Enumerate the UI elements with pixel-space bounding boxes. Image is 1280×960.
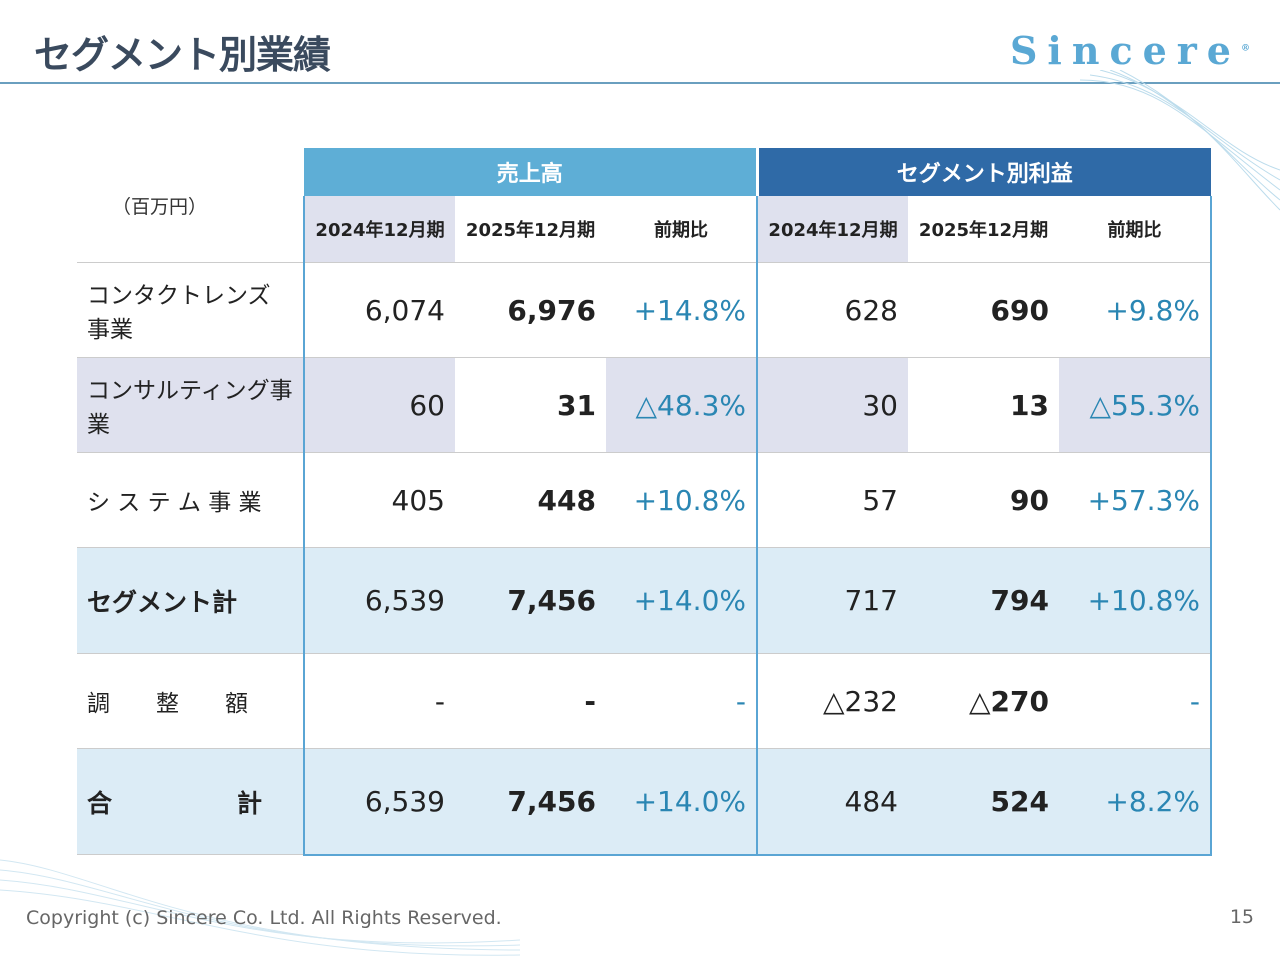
table-cell: -: [455, 653, 606, 749]
table-cell: +57.3%: [1059, 452, 1212, 548]
column-header: 2024年12月期: [756, 196, 908, 263]
table-cell: 690: [908, 262, 1059, 358]
table-cell: +14.0%: [606, 547, 757, 654]
table-cell: +10.8%: [606, 452, 757, 548]
table-cell: △232: [756, 653, 908, 749]
table-cell: +14.8%: [606, 262, 757, 358]
table-cell: 7,456: [455, 748, 606, 856]
row-label: シ ス テ ム 事 業: [77, 452, 304, 548]
table-cell: 405: [303, 452, 455, 548]
table-cell: -: [1059, 653, 1212, 749]
profit-header: セグメント別利益: [755, 148, 1211, 196]
page-number: 15: [1229, 906, 1254, 928]
table-cell: 13: [908, 357, 1059, 453]
table-cell: 90: [908, 452, 1059, 548]
title-divider: [0, 82, 1280, 84]
table-cell: +14.0%: [606, 748, 757, 856]
table-cell: -: [303, 653, 455, 749]
row-label: コンタクトレンズ事業: [77, 262, 304, 358]
column-header: 前期比: [1059, 196, 1212, 263]
table-cell: -: [606, 653, 757, 749]
table-row: コンタクトレンズ事業 6,074 6,976 +14.8% 628 690 +9.8%: [77, 262, 1212, 358]
table-row: 調 整 額 - - - △232 △270-: [77, 653, 1212, 749]
decorative-waves-bottom: [0, 859, 520, 956]
table-cell: 484: [756, 748, 908, 856]
table-cell: 794: [908, 547, 1059, 654]
table-row: セグメント計 6,539 7,456 +14.0% 717 794 +10.8%: [77, 547, 1212, 654]
table-cell: 717: [756, 547, 908, 654]
column-header: 2025年12月期: [455, 196, 606, 263]
sincere-logo: Sincere®: [1009, 28, 1250, 73]
table-cell: +8.2%: [1059, 748, 1212, 856]
table-cell: △55.3%: [1059, 357, 1212, 453]
table-cell: 6,539: [303, 748, 455, 856]
row-label: コンサルティング事業: [77, 357, 304, 453]
copyright: Copyright (c) Sincere Co. Ltd. All Right…: [26, 907, 502, 929]
table-cell: 30: [756, 357, 908, 453]
sales-header: 売上高: [304, 148, 757, 196]
table-row: シ ス テ ム 事 業 405 448 +10.8% 57 90 +57.3%: [77, 452, 1212, 548]
table-cell: 60: [303, 357, 455, 453]
row-label: 合 計: [77, 748, 304, 855]
table-row: 合 計 6,539 7,456 +14.0% 484 524 +8.2%: [77, 748, 1212, 856]
table-cell: △270: [908, 653, 1059, 749]
column-header: 2024年12月期: [303, 196, 455, 263]
table-cell: 6,539: [303, 547, 455, 654]
table-cell: +10.8%: [1059, 547, 1212, 654]
table-cell: 6,976: [455, 262, 606, 358]
column-header: 前期比: [606, 196, 757, 263]
decorative-waves: [1080, 70, 1280, 211]
table-cell: 57: [756, 452, 908, 548]
table-cell: 7,456: [455, 547, 606, 654]
table-cell: 31: [455, 357, 606, 453]
row-label: 調 整 額: [77, 653, 304, 749]
logo-text: Sincere: [1009, 28, 1241, 73]
table-cell: +9.8%: [1059, 262, 1212, 358]
segment-results-table: 売上高 セグメント別利益 2024年12月期 2025年12月期 前期比 2024年1…: [77, 148, 1212, 856]
page-title: セグメント別業績: [34, 33, 331, 77]
row-label: セグメント計: [77, 547, 304, 654]
table-cell: 448: [455, 452, 606, 548]
column-header: 2025年12月期: [908, 196, 1059, 263]
table-cell: 524: [908, 748, 1059, 856]
table-cell: △48.3%: [606, 357, 757, 453]
table-row: コンサルティング事業 60 31 △48.3% 30 13 △55.3%: [77, 357, 1212, 453]
table-cell: 6,074: [303, 262, 455, 358]
table-cell: 628: [756, 262, 908, 358]
